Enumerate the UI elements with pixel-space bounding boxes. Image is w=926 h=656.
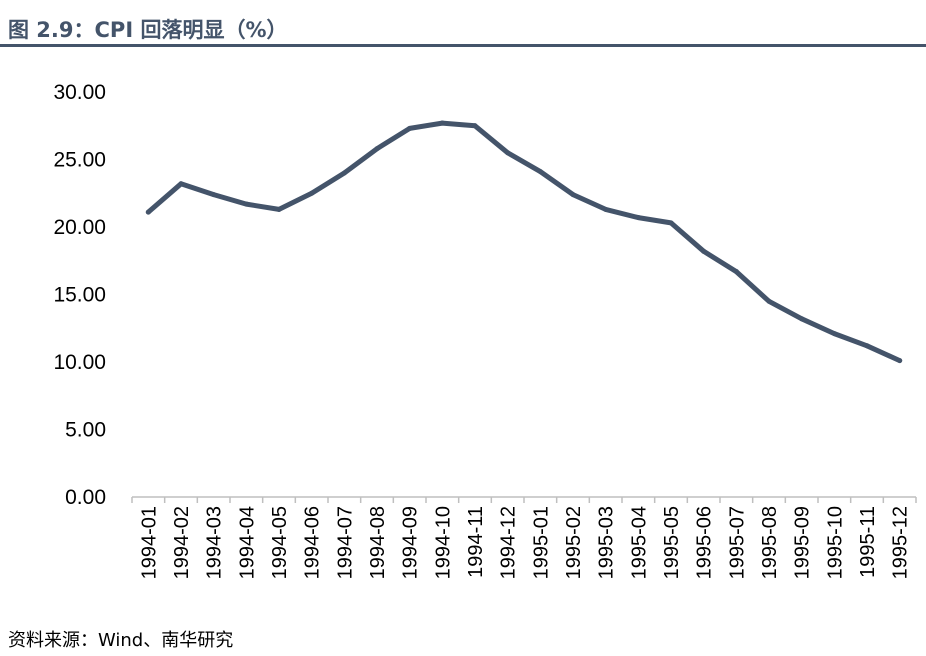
data-point bbox=[341, 170, 347, 176]
data-point bbox=[374, 146, 380, 152]
data-point bbox=[864, 343, 870, 349]
data-point bbox=[668, 220, 674, 226]
x-tick-label: 1995-04 bbox=[628, 506, 650, 579]
data-point bbox=[537, 169, 543, 175]
title-underline bbox=[0, 44, 926, 47]
x-tick-label: 1995-12 bbox=[890, 506, 912, 579]
data-point bbox=[897, 358, 903, 364]
data-point bbox=[309, 190, 315, 196]
x-tick-label: 1994-01 bbox=[138, 506, 160, 579]
y-tick-label: 0.00 bbox=[65, 486, 106, 509]
x-tick-label: 1995-03 bbox=[596, 506, 618, 579]
x-tick-label: 1995-05 bbox=[661, 506, 683, 579]
data-point bbox=[766, 298, 772, 304]
data-point bbox=[407, 125, 413, 131]
x-tick-label: 1995-10 bbox=[824, 506, 846, 579]
source-note: 资料来源：Wind、南华研究 bbox=[8, 630, 234, 651]
data-point bbox=[635, 215, 641, 221]
y-tick-label: 10.00 bbox=[53, 351, 106, 374]
cpi-series-line bbox=[145, 120, 903, 364]
x-tick-label: 1995-01 bbox=[530, 506, 552, 579]
data-point bbox=[733, 269, 739, 275]
data-point bbox=[211, 192, 217, 198]
data-point bbox=[243, 201, 249, 207]
x-tick-label: 1995-07 bbox=[726, 506, 748, 579]
x-tick-label: 1994-02 bbox=[171, 506, 193, 579]
y-tick-label: 15.00 bbox=[53, 284, 106, 307]
x-tick-label: 1994-11 bbox=[465, 506, 487, 578]
series-group bbox=[145, 120, 903, 364]
data-point bbox=[570, 192, 576, 198]
x-tick-label: 1995-06 bbox=[694, 506, 716, 579]
data-point bbox=[439, 120, 445, 126]
x-tick-label: 1994-08 bbox=[367, 506, 389, 579]
data-point bbox=[799, 316, 805, 322]
data-point bbox=[145, 209, 151, 215]
data-point bbox=[276, 206, 282, 212]
x-tick-label: 1994-03 bbox=[204, 506, 226, 579]
x-tick-label: 1994-10 bbox=[432, 506, 454, 579]
data-point bbox=[472, 123, 478, 129]
x-tick-label: 1995-08 bbox=[759, 506, 781, 579]
y-axis: 0.00 5.00 10.00 15.00 20.00 25.00 30.00 bbox=[53, 81, 106, 509]
x-tick-label: 1994-09 bbox=[400, 506, 422, 579]
x-tick-label: 1994-05 bbox=[269, 506, 291, 579]
y-tick-label: 25.00 bbox=[53, 149, 106, 172]
x-tick-label: 1994-07 bbox=[334, 506, 356, 579]
x-tick-label: 1995-11 bbox=[857, 506, 879, 578]
x-axis: 1994-01 1994-02 1994-03 1994-04 1994-05 1994-… bbox=[131, 496, 917, 579]
data-point bbox=[701, 248, 707, 254]
figure-header: 图 2.9：CPI 回落明显（%） bbox=[0, 0, 926, 48]
x-tick-label: 1994-12 bbox=[498, 506, 520, 579]
data-point bbox=[178, 181, 184, 187]
data-point bbox=[831, 331, 837, 337]
x-tick-label: 1995-09 bbox=[792, 506, 814, 579]
x-tick-label: 1994-04 bbox=[236, 506, 258, 579]
y-tick-label: 20.00 bbox=[53, 216, 106, 239]
data-point bbox=[603, 206, 609, 212]
y-tick-label: 30.00 bbox=[53, 81, 106, 104]
x-tick-label: 1995-02 bbox=[563, 506, 585, 579]
chart-title: 图 2.9：CPI 回落明显（%） bbox=[8, 18, 288, 42]
y-tick-label: 5.00 bbox=[65, 419, 106, 442]
data-point bbox=[505, 150, 511, 156]
x-tick-label: 1994-06 bbox=[302, 506, 324, 579]
